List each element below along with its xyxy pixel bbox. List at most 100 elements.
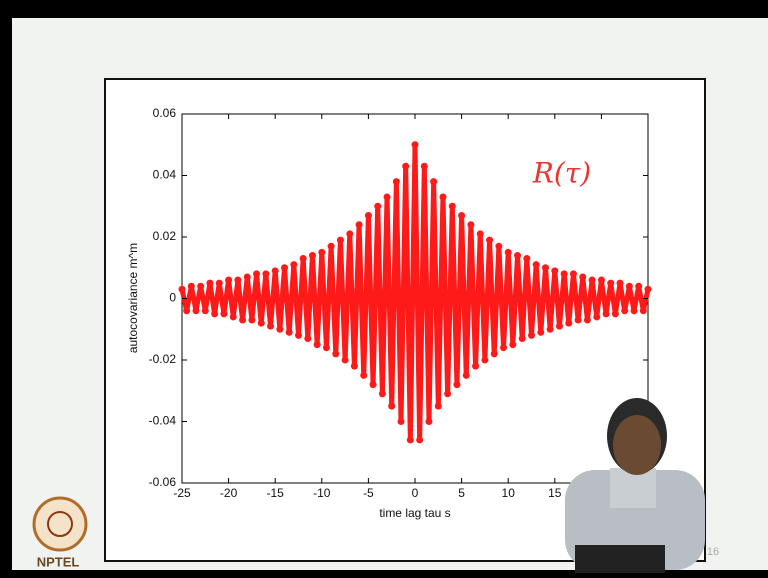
data-point [528,332,535,339]
y-tick-label: -0.02 [149,352,177,366]
data-point [561,270,568,277]
data-point [626,283,633,290]
data-point [551,267,558,274]
data-point [360,372,367,379]
data-point [542,264,549,271]
x-tick-label: -25 [173,486,191,500]
chart: time lag tau s autocovariance m^m R(τ) N… [0,0,768,578]
data-point [304,335,311,342]
data-point [486,237,493,244]
data-point [523,255,530,262]
data-point [435,403,442,410]
data-point [295,332,302,339]
data-point [192,307,199,314]
logo: NPTEL [34,498,86,569]
data-point [481,357,488,364]
data-point [230,313,237,320]
y-axis-label: autocovariance m^m [126,243,140,353]
data-point [365,212,372,219]
data-point [617,280,624,287]
data-point [537,329,544,336]
data-point [570,270,577,277]
data-point [342,357,349,364]
data-point [276,326,283,333]
data-point [239,317,246,324]
data-point [300,255,307,262]
x-tick-label: -15 [267,486,285,500]
y-tick-label: 0.04 [153,168,177,182]
y-tick-label: 0.06 [153,106,177,120]
data-point [547,326,554,333]
data-point [393,178,400,185]
data-point [533,261,540,268]
x-tick-label: -20 [220,486,238,500]
x-tick-label: -10 [313,486,331,500]
data-point [262,270,269,277]
data-point [491,350,498,357]
annotation: R(τ) [532,157,591,190]
data-point [337,237,344,244]
data-point [332,350,339,357]
data-point [439,194,446,201]
data-point [621,307,628,314]
data-point [514,252,521,259]
data-point [179,286,186,293]
data-point [244,273,251,280]
data-point [309,252,316,259]
data-point [565,320,572,327]
data-point [589,277,596,284]
data-point [612,310,619,317]
x-tick-label: 15 [548,486,562,500]
x-tick-label: 10 [502,486,516,500]
data-point [220,310,227,317]
x-tick-label: 0 [412,486,419,500]
data-point [234,277,241,284]
data-point [472,363,479,370]
y-tick-label: -0.06 [149,475,177,489]
x-tick-label: 5 [458,486,465,500]
data-point [216,280,223,287]
data-point [584,317,591,324]
y-tick-label: 0.02 [153,229,177,243]
data-point [267,323,274,330]
data-point [453,381,460,388]
logo-text: NPTEL [37,554,80,569]
data-point [449,203,456,210]
data-point [407,436,414,443]
y-tick-label: 0 [169,291,176,305]
data-point [467,221,474,228]
data-point [640,307,647,314]
data-point [509,341,516,348]
data-point [370,381,377,388]
data-point [253,270,260,277]
data-point [477,230,484,237]
data-point [458,212,465,219]
data-point [248,317,255,324]
data-point [631,307,638,314]
data-point [425,418,432,425]
data-point [607,280,614,287]
data-point [463,372,470,379]
data-point [272,267,279,274]
data-point [575,317,582,324]
data-point [635,283,642,290]
data-point [505,249,512,256]
data-point [556,323,563,330]
data-point [430,178,437,185]
x-tick-label: -5 [363,486,374,500]
data-point [402,163,409,170]
data-point [281,264,288,271]
data-point [286,329,293,336]
data-point [500,344,507,351]
data-point [290,261,297,268]
video-frame: time lag tau s autocovariance m^m R(τ) N… [0,0,768,578]
data-point [388,403,395,410]
data-point [379,390,386,397]
data-point [211,310,218,317]
data-point [225,277,232,284]
data-point [519,335,526,342]
data-point [346,230,353,237]
data-point [444,390,451,397]
data-point [412,141,419,148]
data-point [351,363,358,370]
